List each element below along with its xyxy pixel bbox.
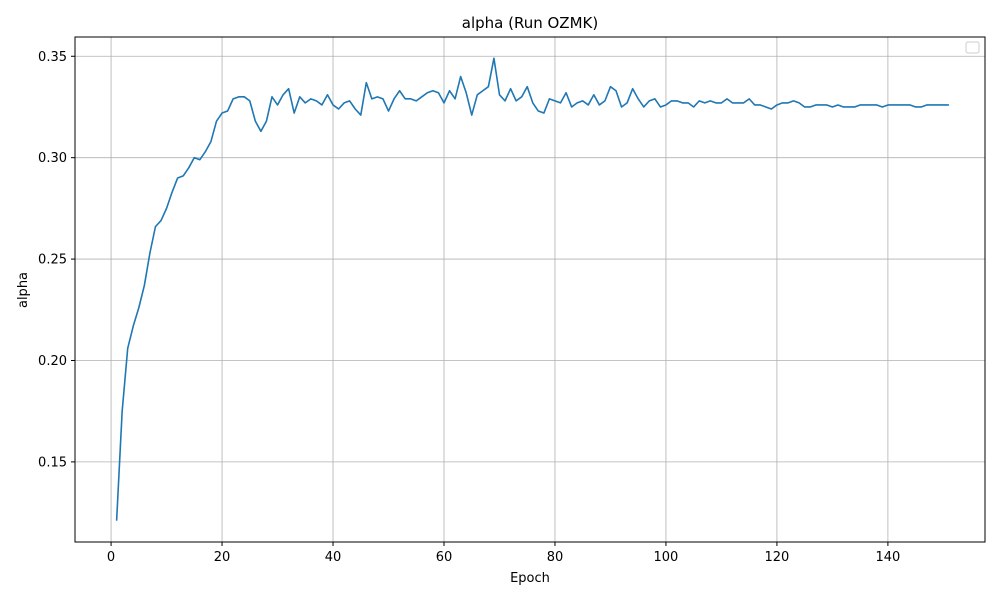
x-tick-label: 140 — [875, 550, 900, 565]
y-axis-label: alpha — [16, 272, 31, 308]
plot-frame — [74, 36, 986, 543]
x-tick-label: 120 — [765, 550, 790, 565]
x-tick-label: 80 — [547, 550, 564, 565]
x-tick-label: 20 — [214, 550, 231, 565]
x-tick-label: 0 — [107, 550, 115, 565]
x-axis: 0 20 40 60 80 100 120 140 — [107, 542, 900, 565]
x-tick-label: 60 — [436, 550, 453, 565]
y-tick-label: 0.25 — [38, 253, 67, 268]
legend — [965, 41, 980, 54]
y-tick-label: 0.20 — [38, 354, 67, 369]
y-tick-label: 0.30 — [38, 151, 67, 166]
chart-title: alpha (Run OZMK) — [462, 14, 598, 32]
x-tick-label: 40 — [325, 550, 342, 565]
y-axis: 0.15 0.20 0.25 0.30 0.35 — [38, 50, 75, 470]
x-axis-label: Epoch — [510, 571, 550, 586]
x-tick-label: 100 — [654, 550, 679, 565]
series-line-0 — [115, 57, 949, 521]
grid — [75, 37, 985, 542]
y-tick-label: 0.35 — [38, 50, 67, 65]
series-layer — [115, 57, 949, 521]
y-tick-label: 0.15 — [38, 455, 67, 470]
